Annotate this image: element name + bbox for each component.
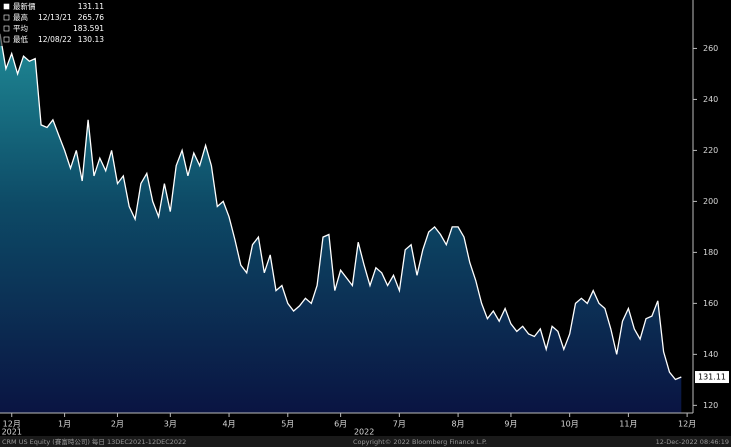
x-tick-label: 9月: [504, 420, 517, 429]
year-label: 2022: [354, 428, 374, 437]
stats: 最新價 131.11 最高 12/13/21 265.76 平均 183.591 最低 12/0…: [3, 1, 104, 44]
stat-marker: [3, 14, 10, 21]
last-price-tag: [695, 371, 729, 384]
y-tick-label: 240: [703, 95, 718, 104]
x-tick-label: 7月: [393, 420, 406, 429]
x-tick-label: 5月: [281, 420, 294, 429]
y-tick-label: 160: [703, 299, 718, 308]
stat-label: 最低: [13, 34, 28, 44]
price-line: [0, 33, 682, 381]
x-tick-label: 3月: [164, 420, 177, 429]
x-tick-label: 6月: [334, 420, 347, 429]
y-tick-label: 220: [703, 146, 718, 155]
stat-date: 12/13/21: [38, 13, 72, 22]
y-tick-label: 260: [703, 44, 718, 53]
y-tick-label: 140: [703, 350, 718, 359]
stats-box: [0, 0, 108, 46]
stat-value: 130.13: [78, 35, 104, 44]
footer-right: 12-Dec-2022 08:46:19: [656, 438, 729, 446]
stat-label: 最新價: [13, 1, 36, 11]
x-tick-label: 4月: [222, 420, 235, 429]
stat-value: 183.591: [73, 24, 104, 33]
stat-value: 131.11: [78, 2, 104, 11]
x-tick-label: 10月: [561, 420, 579, 429]
stat-marker: [3, 3, 10, 10]
plot-area: [0, 33, 682, 414]
x-tick-label: 12月: [678, 420, 696, 429]
footer-left: CRM US Equity (賽富時公司) 每日 13DEC2021-12DEC…: [2, 437, 186, 446]
y-tick-label: 200: [703, 197, 718, 206]
stat-value: 265.76: [78, 13, 104, 22]
area: [0, 33, 682, 414]
year-label: 2021: [2, 428, 22, 437]
stat-date: 12/08/22: [38, 35, 72, 44]
stat-marker: [3, 25, 10, 32]
stat-label: 最高: [13, 12, 28, 22]
stat-label: 平均: [13, 23, 28, 33]
footer-center: Copyright© 2022 Bloomberg Finance L.P.: [353, 438, 487, 446]
y-tick-label: 120: [703, 401, 718, 410]
stat-marker: [3, 36, 10, 43]
last-price-label: 131.11: [698, 373, 726, 382]
x-tick-label: 8月: [452, 420, 465, 429]
x-tick-label: 2月: [111, 420, 124, 429]
y-tick-label: 180: [703, 248, 718, 257]
footer-bar: [0, 436, 731, 447]
x-tick-label: 12月: [3, 420, 21, 429]
x-tick-label: 11月: [619, 420, 637, 429]
x-tick-label: 1月: [58, 420, 71, 429]
